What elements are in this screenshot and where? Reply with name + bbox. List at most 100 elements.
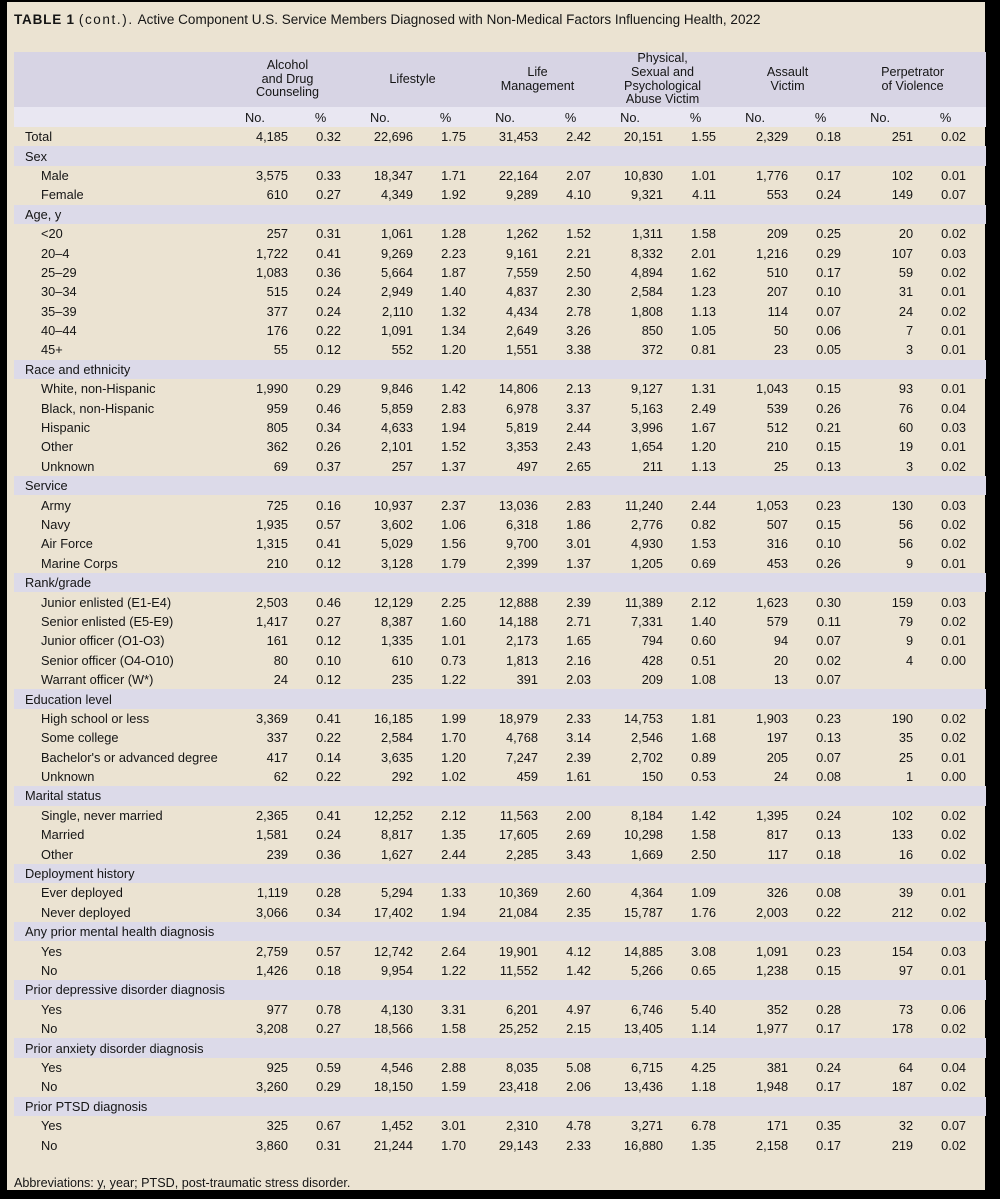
value-pct: 0.02 xyxy=(941,303,967,319)
value-no: 257 xyxy=(266,226,288,242)
value-pct: 4.11 xyxy=(692,187,717,203)
value-no: 2,546 xyxy=(631,730,664,746)
value-pct: 1.32 xyxy=(441,303,467,319)
value-no: 5,819 xyxy=(506,420,539,436)
value-no: 553 xyxy=(766,187,789,203)
value-no: 150 xyxy=(641,769,664,785)
row-label: Some college xyxy=(41,730,119,746)
table-row: High school or less 3,369 0.41 16,185 1.99 18… xyxy=(14,709,986,728)
value-no: 80 xyxy=(273,652,288,668)
value-pct: 1.34 xyxy=(441,323,467,339)
value-no: 1,903 xyxy=(756,710,789,726)
value-no: 381 xyxy=(766,1059,789,1075)
value-no: 11,563 xyxy=(499,807,539,823)
row-label: Never deployed xyxy=(41,904,131,920)
value-pct: 0.15 xyxy=(816,517,842,532)
row-label: Bachelor's or advanced degree xyxy=(41,749,218,765)
value-pct: 0.33 xyxy=(316,167,342,183)
value-no: 4,349 xyxy=(380,187,414,203)
value-no: 24 xyxy=(273,672,288,688)
value-no: 453 xyxy=(766,555,789,571)
value-pct: 0.01 xyxy=(941,439,967,455)
value-no: 32 xyxy=(898,1118,914,1134)
value-pct: 0.24 xyxy=(816,807,842,823)
value-no: 9 xyxy=(905,555,914,571)
table-row: No 3,860 0.31 21,244 1.70 29,143 2.33 16,880 1.3… xyxy=(14,1135,986,1154)
value-pct: 2.64 xyxy=(441,943,467,959)
value-no: 3,353 xyxy=(506,439,539,455)
value-no: 4,434 xyxy=(506,303,539,319)
value-pct: 3.37 xyxy=(566,400,592,416)
value-pct: 0.02 xyxy=(941,264,967,280)
table-row: White, non-Hispanic 1,990 0.29 9,846 1.42 14,… xyxy=(14,379,986,398)
value-pct: 1.40 xyxy=(441,284,467,300)
value-pct: 0.23 xyxy=(816,710,842,726)
value-pct: 1.42 xyxy=(566,962,592,978)
value-pct: 0.03 xyxy=(941,497,967,513)
value-pct: 1.76 xyxy=(691,904,717,920)
value-pct: 1.92 xyxy=(441,187,467,203)
value-pct: 3.08 xyxy=(691,943,717,959)
value-pct: 0.17 xyxy=(816,1021,842,1037)
column-group-physical-sexual-psychological-abuse-victim: Physical, Sexual and Psychological Abuse… xyxy=(611,52,737,107)
value-pct: 3.14 xyxy=(566,730,592,746)
value-no: 8,035 xyxy=(506,1059,539,1075)
row-label: Other xyxy=(41,846,74,862)
value-no: 20 xyxy=(898,226,914,242)
value-pct: 2.88 xyxy=(441,1059,467,1075)
value-no: 1,119 xyxy=(256,885,288,901)
value-no: 515 xyxy=(266,284,288,300)
value-pct: 1.05 xyxy=(691,323,717,339)
value-no: 176 xyxy=(266,323,288,339)
value-pct: 1.09 xyxy=(691,885,717,901)
value-no: 56 xyxy=(898,517,914,532)
value-pct: 0.23 xyxy=(816,943,842,959)
value-pct: 1.68 xyxy=(691,730,717,746)
value-pct: 1.37 xyxy=(566,555,592,571)
value-pct: 0.10 xyxy=(816,536,842,552)
value-no: 7 xyxy=(905,323,914,339)
value-no: 2,285 xyxy=(506,846,539,862)
value-no: 2,702 xyxy=(631,749,664,765)
value-no: 1,623 xyxy=(756,594,789,610)
value-no: 25 xyxy=(773,458,789,474)
value-pct: 0.03 xyxy=(941,420,967,436)
value-no: 507 xyxy=(766,517,789,532)
value-no: 60 xyxy=(898,420,914,436)
value-pct: 0.01 xyxy=(941,342,967,358)
value-no: 31 xyxy=(898,284,914,300)
value-no: 1,091 xyxy=(380,323,414,339)
value-pct: 0.02 xyxy=(941,226,967,242)
section-label: Any prior mental health diagnosis xyxy=(14,922,987,942)
value-pct: 0.01 xyxy=(941,381,967,397)
value-no: 925 xyxy=(266,1059,288,1075)
value-no: 316 xyxy=(766,536,789,552)
value-no: 1,417 xyxy=(255,613,288,629)
value-no: 62 xyxy=(273,769,288,785)
value-pct: 0.02 xyxy=(941,710,967,726)
value-no: 21,244 xyxy=(373,1137,414,1153)
value-pct: 2.12 xyxy=(441,807,467,823)
value-pct: 0.00 xyxy=(941,769,967,785)
value-pct: 2.07 xyxy=(566,167,592,183)
value-pct: 2.43 xyxy=(566,439,592,455)
value-pct: 2.03 xyxy=(566,672,592,688)
value-no: 794 xyxy=(641,633,664,649)
value-pct: 1.79 xyxy=(441,555,467,571)
value-pct: 2.44 xyxy=(441,846,467,862)
value-no: 21,084 xyxy=(498,904,539,920)
table-row: 30–34 515 0.24 2,949 1.40 4,837 2.30 2,584 1.23 2… xyxy=(14,282,986,301)
value-no: 14,806 xyxy=(498,381,539,397)
subheader-no-perpetrator-of-violence: No. xyxy=(861,107,926,127)
value-pct: 0.01 xyxy=(941,633,967,649)
value-no: 197 xyxy=(766,730,789,746)
value-pct: 1.18 xyxy=(691,1079,717,1095)
value-no: 31,453 xyxy=(498,129,539,145)
value-no: 977 xyxy=(266,1001,288,1017)
value-pct: 1.20 xyxy=(441,342,467,358)
row-label: Senior enlisted (E5-E9) xyxy=(41,613,174,629)
value-no: 3,575 xyxy=(255,167,288,183)
value-no: 459 xyxy=(516,769,539,785)
value-no: 23 xyxy=(773,342,789,358)
value-no: 257 xyxy=(391,458,414,474)
